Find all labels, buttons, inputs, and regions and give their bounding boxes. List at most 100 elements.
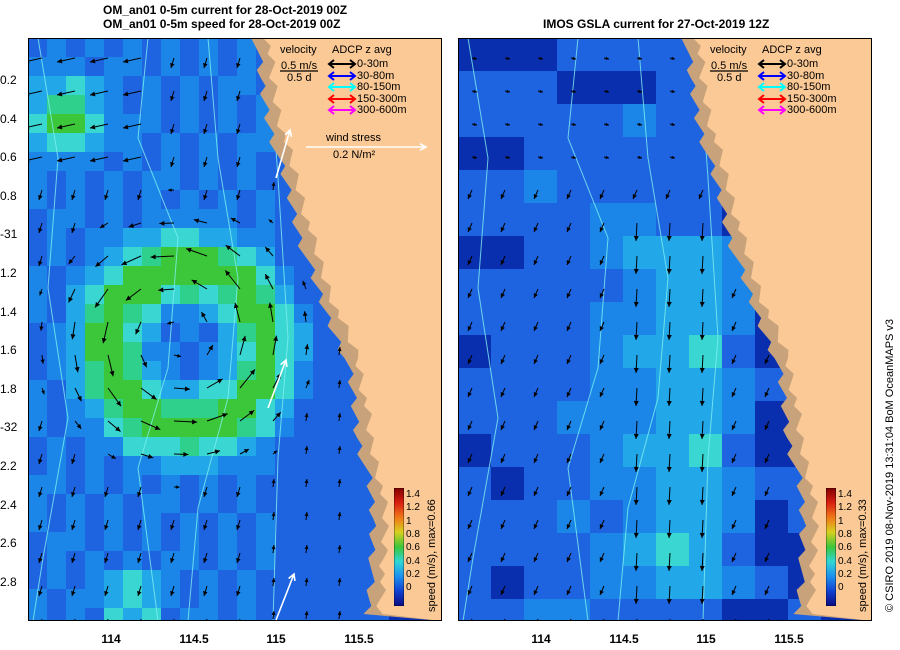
right-adcp-range-label: 0-30m [787,58,819,70]
right-current-arrow [633,354,639,374]
left-velocity-scale: 0.5 m/s [281,60,318,72]
left-current-arrow [139,618,142,621]
right-current-arrow [731,354,737,365]
right-current-arrow [566,585,572,596]
left-current-arrow [173,485,180,489]
left-current-arrow [95,255,109,268]
right-current-arrow [471,122,478,126]
left-current-arrow [271,181,276,191]
left-wind-stress-arrows [267,128,428,621]
left-current-arrow [304,344,310,356]
left-current-arrow [337,346,342,356]
right-current-arrow [603,155,610,159]
left-colorbar-tick-label: 0 [406,582,412,594]
left-current-arrow [203,189,208,201]
right-current-arrow [767,618,770,621]
left-current-arrow [201,311,208,323]
right-current-arrow [500,222,506,233]
right-current-arrow [699,585,705,605]
right-adcp-arrow-icon [757,70,787,81]
right-current-arrow [632,189,638,200]
left-current-arrow [239,448,250,455]
left-speed-field [28,38,389,621]
right-velocity-time: 0.5 d [717,72,742,84]
right-map-title: IMOS GSLA current for 27-Oct-2019 12Z [543,17,770,31]
left-x-axis-tick-label: 115.5 [344,632,374,646]
left-current-arrow [107,420,121,432]
right-current-arrow [636,122,643,126]
right-current-arrow [467,453,473,464]
y-axis-tick-label: 0.2 [0,73,17,87]
left-current-arrow [173,353,182,358]
right-current-arrow [570,89,577,93]
right-current-arrow [666,288,672,308]
left-current-arrow [238,618,241,621]
right-colorbar-tick-label: 0 [838,582,844,594]
right-current-arrow [570,122,577,126]
left-current-arrow [170,552,175,564]
y-axis-tick-label: 0.4 [0,111,17,126]
left-current-arrow [71,552,76,564]
right-current-arrow [500,288,506,299]
right-current-arrow [566,453,572,464]
right-colorbar-gradient [826,488,836,606]
right-current-arrow [467,420,473,431]
left-current-arrow [140,387,157,400]
left-adcp-title: ADCP z avg [332,44,392,56]
right-current-arrow [533,222,539,233]
left-velocity-time: 0.5 d [287,72,312,84]
left-current-arrow [159,220,175,226]
left-current-arrow [230,217,241,224]
right-current-arrow [666,387,672,407]
right-current-arrow [669,122,676,126]
left-current-arrow [71,585,76,597]
right-current-arrow [666,585,672,605]
y-axis-tick-label: 2.4 [0,497,17,512]
left-current-arrow [337,511,342,521]
left-x-axis-tick-label: 114 [101,632,121,646]
left-current-arrow [137,189,142,201]
right-current-arrow [764,420,770,431]
right-velocity-scale: 0.5 m/s [711,60,748,72]
left-current-arrow [304,511,309,521]
right-current-arrow [533,189,539,200]
right-current-arrow [666,321,672,341]
right-colorbar-tick-label: 1 [838,515,844,527]
right-current-arrow [603,89,610,93]
left-current-arrow [71,222,76,234]
right-current-arrow [467,255,473,266]
left-current-arrow [68,288,76,303]
left-current-arrow [122,90,142,97]
right-current-arrow [764,585,770,596]
left-colorbar-gradient [394,488,404,606]
right-current-arrow [599,585,605,596]
right-current-arrow [666,486,672,506]
right-current-arrow [599,552,605,563]
right-bathymetry-contour [462,38,499,621]
left-current-arrow [272,411,282,422]
right-current-arrow [731,387,737,398]
y-axis-tick-label: 2.6 [0,536,17,551]
right-current-arrow [699,420,705,440]
left-current-arrow [122,156,142,163]
right-current-arrow [764,519,770,530]
right-current-arrow [731,519,737,530]
left-current-arrow [137,585,142,597]
right-current-arrow [633,255,639,275]
right-current-arrow [636,56,643,60]
right-current-arrow [500,453,506,464]
y-axis-tick-label: 2.8 [0,574,17,589]
right-colorbar-tick-label: 0.6 [838,542,852,554]
left-current-arrow [104,189,109,201]
left-current-arrow [39,321,44,331]
right-current-arrow [467,321,473,332]
right-current-arrow [633,453,639,473]
left-current-arrow [203,123,208,135]
right-velocity-label: velocity [710,44,747,56]
left-current-arrow [268,302,274,323]
right-bathymetry-contour [617,38,669,621]
right-current-arrow [666,420,672,440]
right-current-arrow [764,453,770,464]
left-current-arrow [203,156,208,168]
left-current-arrow [99,222,109,229]
